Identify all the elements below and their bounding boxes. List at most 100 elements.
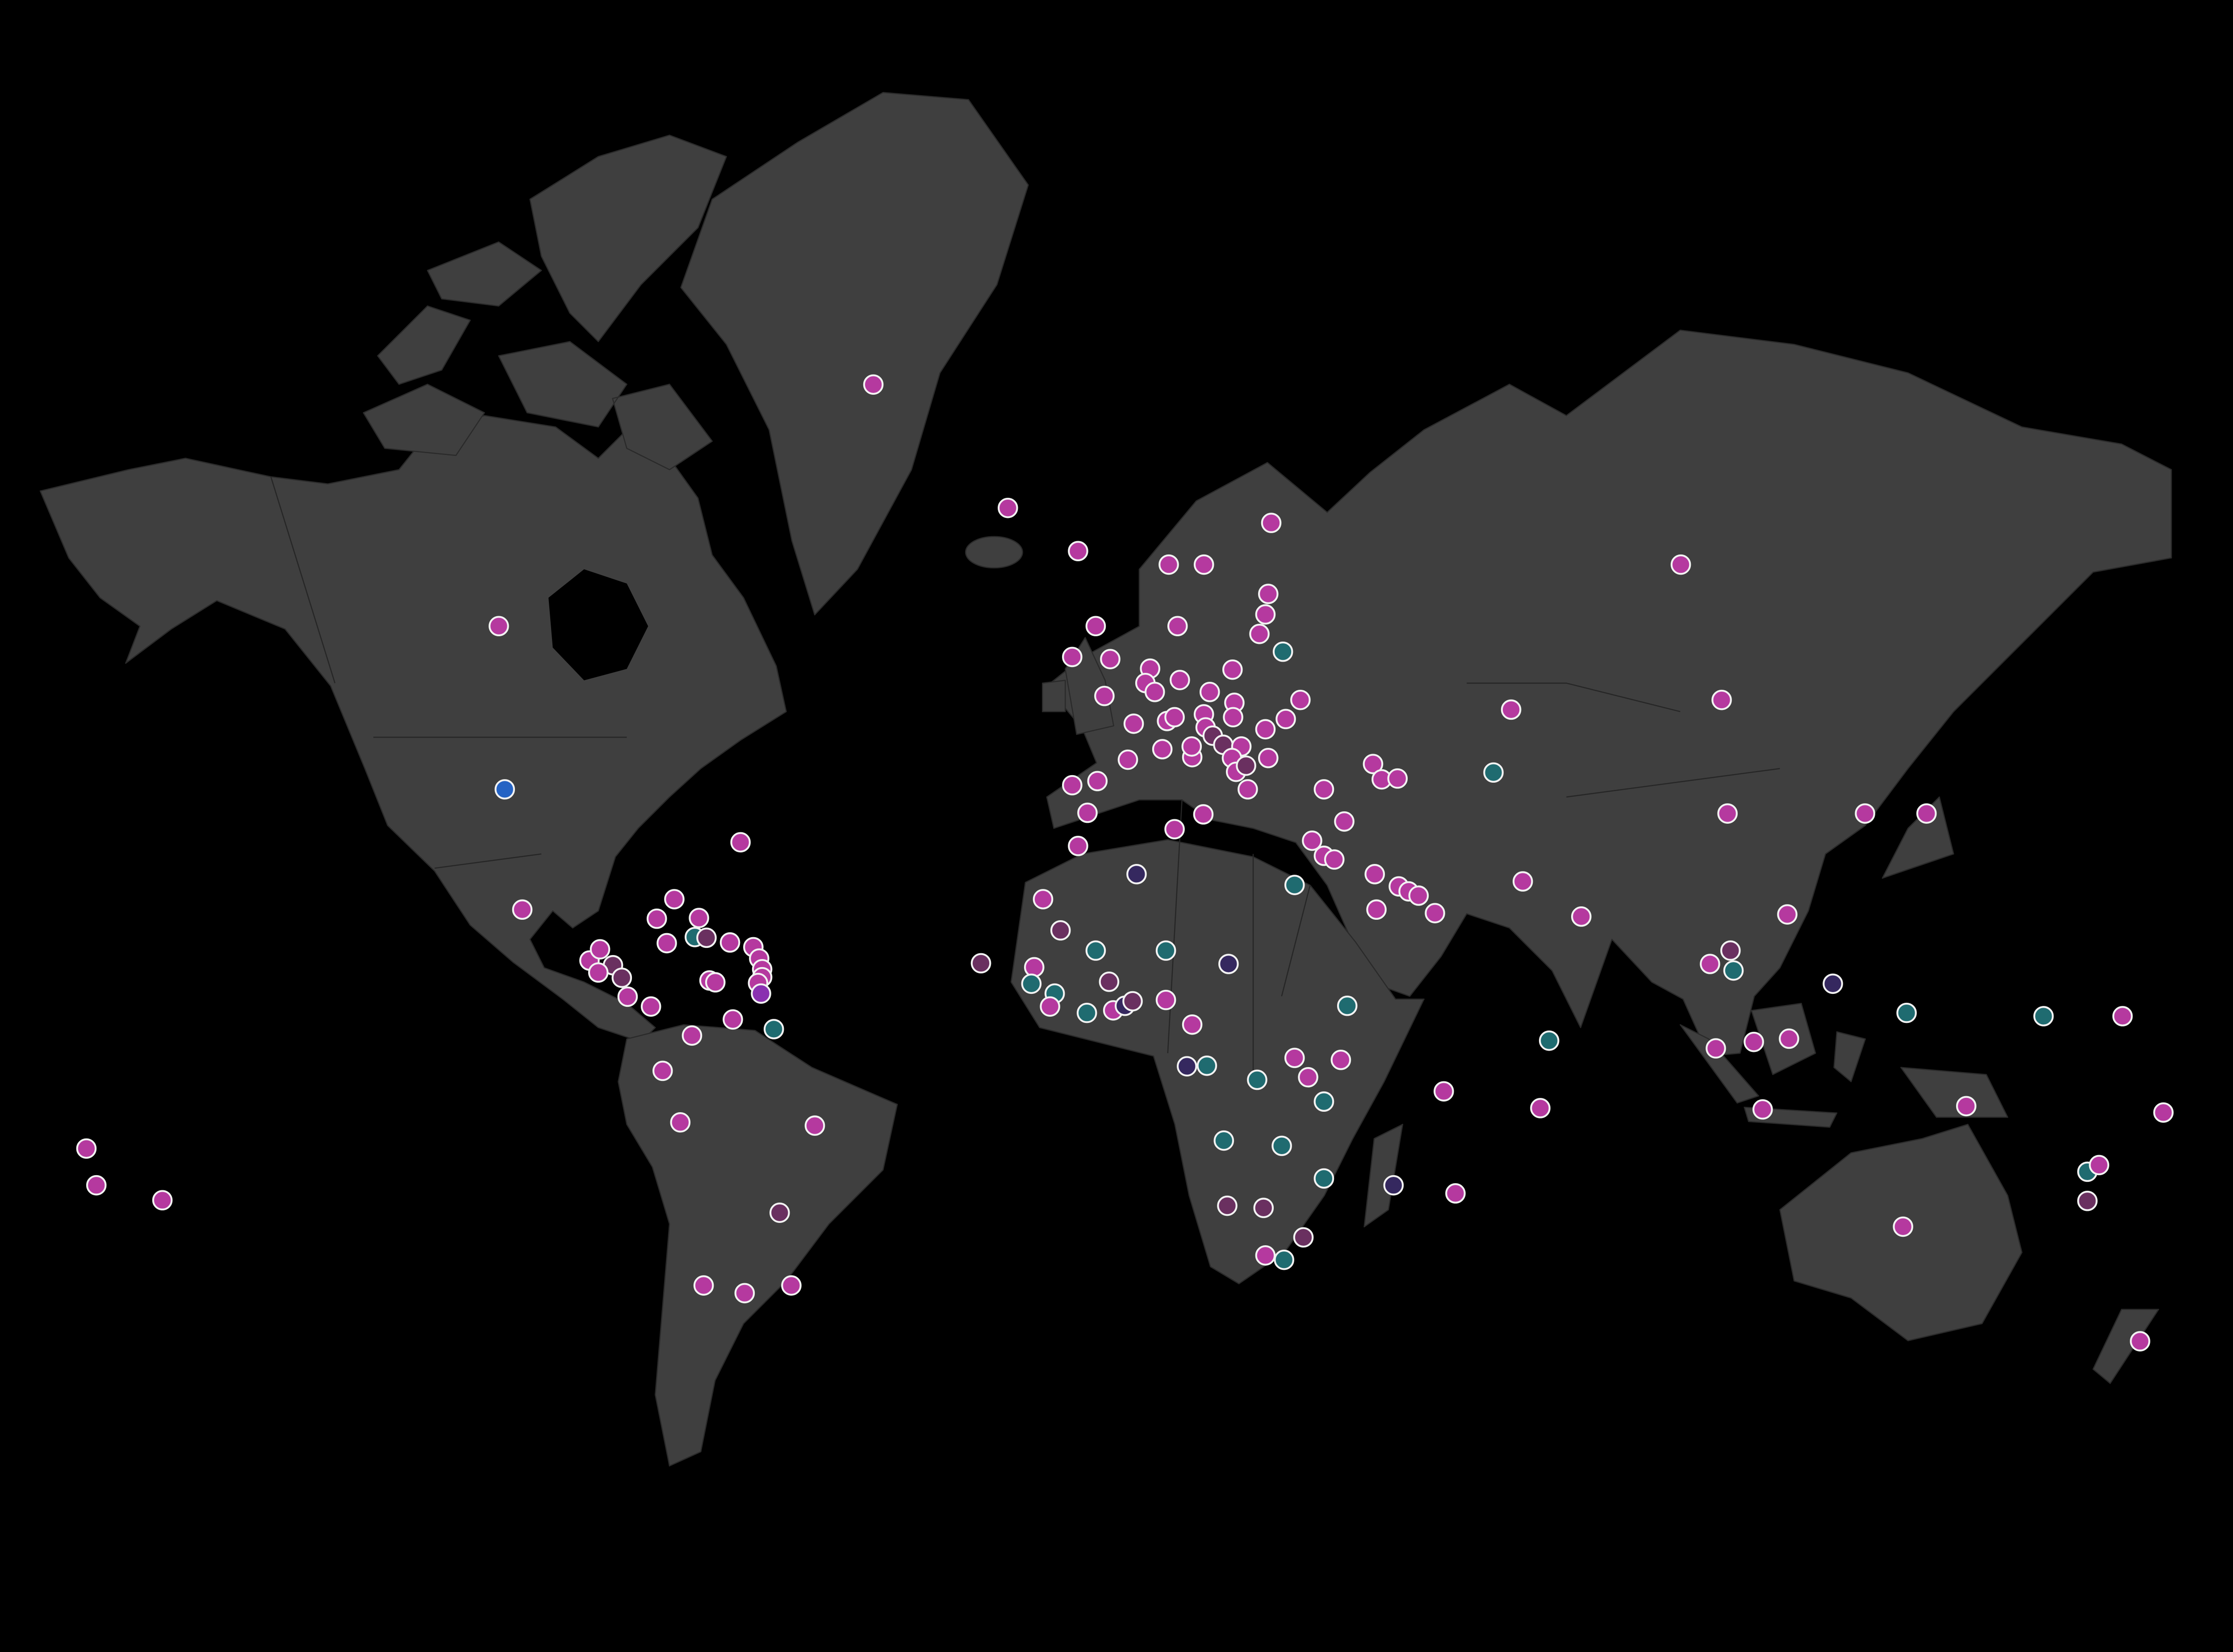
map-marker[interactable] (1445, 1183, 1466, 1204)
map-marker[interactable] (1253, 1197, 1274, 1218)
map-marker[interactable] (1213, 1130, 1234, 1151)
map-marker[interactable] (617, 986, 638, 1007)
map-marker[interactable] (1274, 1249, 1294, 1270)
map-marker[interactable] (1387, 768, 1408, 789)
map-marker[interactable] (1122, 991, 1143, 1012)
map-marker[interactable] (86, 1175, 107, 1196)
map-marker[interactable] (1218, 954, 1239, 974)
map-marker[interactable] (1302, 830, 1322, 851)
map-marker[interactable] (1238, 779, 1258, 800)
map-marker[interactable] (1272, 641, 1293, 662)
map-marker[interactable] (1313, 779, 1334, 800)
map-marker[interactable] (1062, 647, 1083, 667)
map-marker[interactable] (693, 1275, 714, 1296)
map-marker[interactable] (1223, 707, 1243, 728)
map-marker[interactable] (1530, 1098, 1551, 1118)
map-marker[interactable] (657, 933, 677, 954)
map-marker[interactable] (1152, 739, 1173, 759)
map-marker[interactable] (1076, 1002, 1097, 1023)
map-marker[interactable] (1222, 659, 1243, 680)
map-marker[interactable] (1176, 1056, 1197, 1076)
map-marker[interactable] (1512, 871, 1533, 892)
map-marker[interactable] (1313, 1168, 1334, 1189)
map-marker[interactable] (664, 889, 685, 909)
map-marker[interactable] (152, 1190, 173, 1210)
map-marker[interactable] (751, 983, 771, 1004)
map-marker[interactable] (1068, 835, 1088, 856)
map-marker[interactable] (1896, 1002, 1917, 1023)
map-marker[interactable] (1337, 995, 1358, 1016)
map-marker[interactable] (1182, 1014, 1203, 1035)
map-marker[interactable] (1255, 604, 1276, 625)
map-marker[interactable] (1777, 904, 1798, 925)
map-marker[interactable] (1290, 689, 1311, 710)
map-marker[interactable] (1779, 1028, 1799, 1049)
map-marker[interactable] (1236, 755, 1256, 776)
map-marker[interactable] (1099, 972, 1120, 992)
map-marker[interactable] (1193, 804, 1214, 825)
map-marker[interactable] (1501, 699, 1522, 720)
map-marker[interactable] (1293, 1227, 1314, 1248)
map-marker[interactable] (1670, 554, 1691, 575)
map-marker[interactable] (611, 968, 632, 988)
map-marker[interactable] (1255, 719, 1276, 740)
map-marker[interactable] (1258, 747, 1279, 768)
map-marker[interactable] (1077, 802, 1098, 823)
map-marker[interactable] (970, 953, 991, 974)
map-marker[interactable] (1094, 685, 1115, 706)
map-marker[interactable] (1050, 920, 1071, 941)
map-marker[interactable] (723, 1009, 743, 1030)
map-marker[interactable] (1717, 803, 1738, 824)
map-marker[interactable] (734, 1283, 755, 1304)
map-marker[interactable] (1916, 803, 1937, 824)
map-marker[interactable] (1164, 819, 1185, 839)
map-marker[interactable] (1085, 940, 1106, 961)
map-marker[interactable] (1164, 707, 1185, 728)
map-marker[interactable] (670, 1112, 691, 1133)
map-marker[interactable] (1033, 889, 1054, 909)
map-marker[interactable] (730, 832, 751, 853)
map-marker[interactable] (705, 972, 726, 993)
map-marker[interactable] (1258, 584, 1279, 604)
map-marker[interactable] (640, 996, 661, 1017)
map-marker[interactable] (1261, 513, 1282, 533)
map-marker[interactable] (1249, 623, 1270, 644)
map-marker[interactable] (1024, 957, 1045, 978)
map-marker[interactable] (719, 932, 740, 953)
map-marker[interactable] (1126, 864, 1147, 884)
map-marker[interactable] (1408, 885, 1429, 906)
map-marker[interactable] (1123, 713, 1144, 734)
map-marker[interactable] (1539, 1030, 1560, 1051)
map-marker[interactable] (997, 497, 1018, 518)
map-marker[interactable] (1706, 1038, 1726, 1059)
map-marker[interactable] (2130, 1331, 2150, 1352)
map-marker[interactable] (769, 1202, 790, 1223)
map-marker[interactable] (1199, 682, 1220, 702)
map-marker[interactable] (1313, 1091, 1334, 1112)
map-marker[interactable] (1284, 875, 1305, 895)
map-marker[interactable] (588, 962, 609, 983)
map-marker[interactable] (2112, 1006, 2133, 1026)
map-marker[interactable] (1723, 960, 1744, 981)
map-marker[interactable] (696, 927, 717, 948)
map-marker[interactable] (2033, 1006, 2054, 1026)
map-marker[interactable] (646, 908, 667, 929)
map-marker[interactable] (1247, 1069, 1267, 1090)
map-marker[interactable] (689, 908, 709, 928)
map-marker[interactable] (1275, 709, 1296, 730)
map-marker[interactable] (1284, 1047, 1305, 1068)
map-marker[interactable] (1021, 973, 1042, 994)
map-marker[interactable] (1117, 749, 1138, 770)
map-marker[interactable] (1571, 906, 1592, 927)
map-marker[interactable] (1383, 1175, 1404, 1196)
map-marker[interactable] (76, 1138, 97, 1159)
map-marker[interactable] (1087, 771, 1108, 792)
map-marker[interactable] (512, 899, 533, 920)
map-marker[interactable] (1893, 1216, 1913, 1237)
map-marker[interactable] (1956, 1096, 1977, 1117)
map-marker[interactable] (1700, 954, 1720, 974)
map-marker[interactable] (1155, 940, 1176, 961)
map-marker[interactable] (1155, 989, 1176, 1010)
map-marker[interactable] (1744, 1031, 1764, 1052)
map-marker[interactable] (1193, 554, 1214, 575)
